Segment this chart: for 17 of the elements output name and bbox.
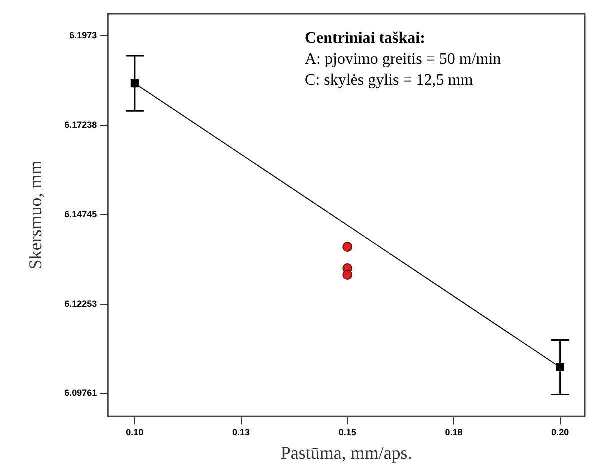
y-axis-title: Skersmuo, mm — [26, 160, 46, 270]
x-tick-label: 0.20 — [552, 427, 570, 438]
y-tick-label: 6.17238 — [64, 120, 98, 130]
x-tick-label: 0.18 — [445, 427, 463, 438]
x-tick-label: 0.15 — [338, 427, 356, 438]
annotation: A: pjovimo greitis = 50 m/min — [305, 50, 502, 70]
annotation: Centriniai taškai: — [305, 29, 426, 49]
x-axis-title: Pastūma, mm/aps. — [280, 442, 412, 463]
point — [342, 270, 353, 280]
x-tick-label: 0.13 — [232, 427, 250, 438]
y-tick-label: 6.14745 — [64, 209, 98, 220]
y-tick-label: 6.09761 — [64, 388, 98, 398]
y-tick-label: 6.12253 — [64, 298, 98, 309]
x-tick-label: 0.10 — [126, 427, 144, 438]
annotation: C: skylės gylis = 12,5 mm — [305, 71, 474, 91]
point — [342, 242, 353, 252]
y-tick-label: 6.1973 — [70, 30, 98, 41]
